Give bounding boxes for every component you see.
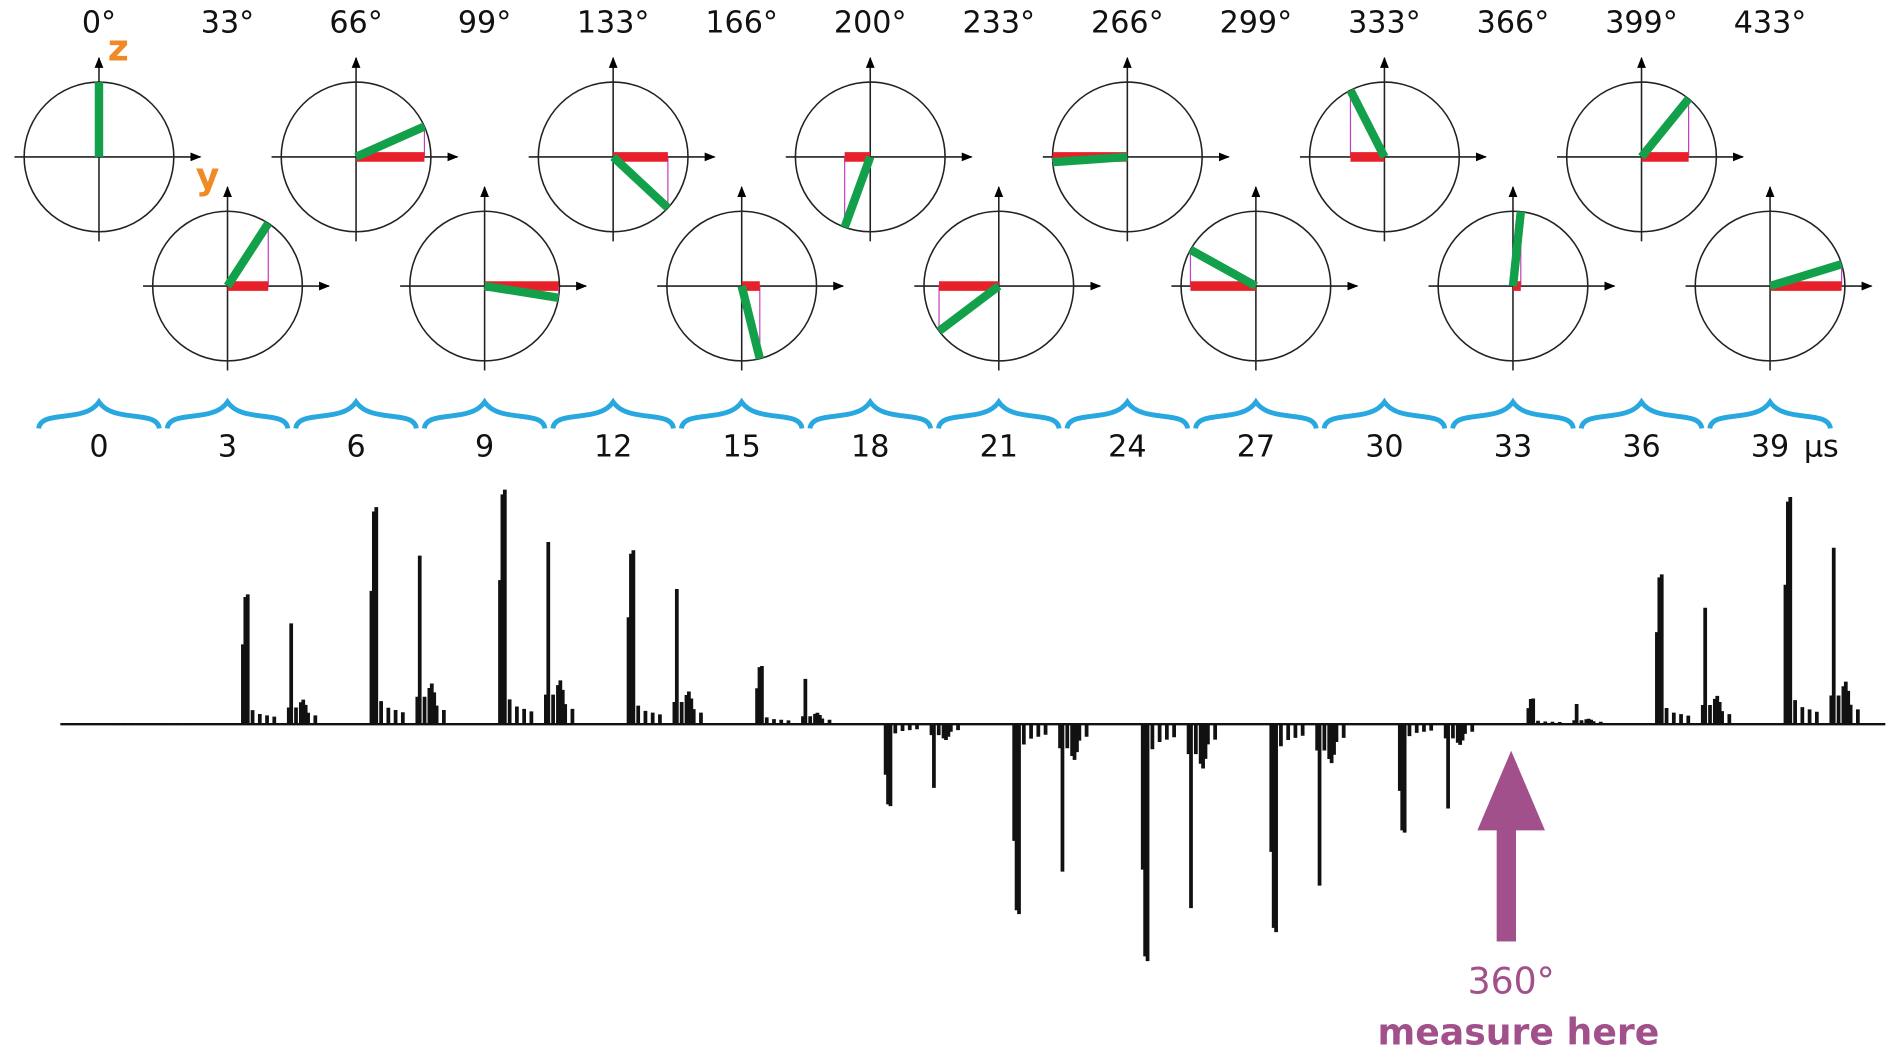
time-label: 0 [89,429,108,464]
brace [1581,402,1702,429]
time-label: 6 [346,429,365,464]
signal-group [628,551,702,724]
angle-label: 233° [962,6,1035,41]
signal-group [1399,724,1473,831]
signal-group [756,667,830,724]
magnetization-vector [1350,90,1384,157]
time-label: 15 [723,429,761,464]
brace [810,402,931,429]
signal-group [371,508,445,724]
magnetization-vector [1642,99,1689,157]
magnetization-vector [613,157,668,208]
angle-label: 133° [577,6,650,41]
brace [167,402,288,429]
angle-label: 366° [1477,6,1550,41]
brace [681,402,802,429]
signal-group [1270,724,1344,931]
signal-group [1013,724,1087,913]
brace [1453,402,1574,429]
time-label: 36 [1622,429,1660,464]
time-label: 39 [1751,429,1789,464]
time-label: 33 [1494,429,1532,464]
brace [938,402,1059,429]
magnetization-vector [1053,157,1128,162]
time-label: 18 [851,429,889,464]
magnetization-vector [1190,250,1255,286]
time-label: 9 [475,429,494,464]
time-label: 30 [1365,429,1403,464]
brace [1324,402,1445,429]
signal-group [242,595,316,724]
signal-group [1527,699,1601,724]
time-label: 3 [218,429,237,464]
brace [1067,402,1188,429]
angle-label: 433° [1734,6,1807,41]
figure: z y 360° measure here 0°33°66°99°133°166… [0,0,1889,1051]
angle-label: 0° [82,6,116,41]
time-label: 24 [1108,429,1146,464]
magnetization-vector [742,286,760,359]
brace [1710,402,1831,429]
angle-label: 33° [201,6,254,41]
signal-group [885,724,959,805]
magnetization-vector [228,223,269,286]
arrow-head [1477,751,1545,831]
angle-label: 266° [1091,6,1164,41]
y-axis-label: y [196,155,220,198]
angle-label: 66° [329,6,382,41]
angle-label: 299° [1220,6,1293,41]
angle-label: 166° [705,6,778,41]
magnetization-vector [1513,212,1521,286]
signal-group [1656,575,1730,724]
signal-group [1785,498,1859,724]
brace [424,402,545,429]
time-label: 21 [980,429,1018,464]
signal-group [499,491,573,725]
angle-label: 200° [834,6,907,41]
magnetization-vector [845,157,871,227]
annotation-angle: 360° [1468,960,1555,1003]
time-unit: μs [1804,429,1839,464]
angle-label: 99° [458,6,511,41]
page: {"pulses": [ {"angle": 0, "label": "0°"}… [0,0,1889,1051]
brace [296,402,417,429]
arrow-shaft [1497,821,1516,942]
signal-group [1142,724,1216,960]
brace [39,402,160,429]
magnetization-vector [939,286,999,331]
annotation-text: measure here [1378,1010,1660,1051]
angle-label: 399° [1605,6,1678,41]
time-label: 27 [1237,429,1275,464]
angle-label: 333° [1348,6,1421,41]
time-label: 12 [594,429,632,464]
brace [553,402,674,429]
brace [1196,402,1317,429]
diagram: z y 360° measure here 0°33°66°99°133°166… [14,6,1885,1051]
